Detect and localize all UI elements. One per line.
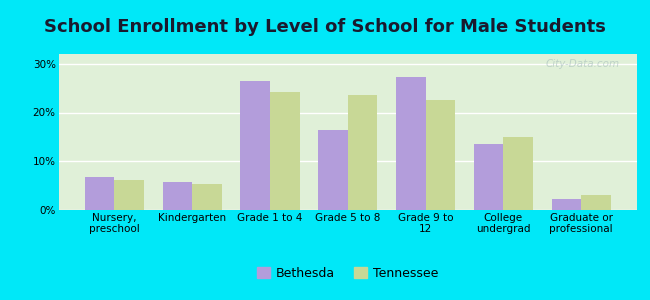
Bar	[318, 130, 348, 210]
Bar	[162, 182, 192, 210]
Bar	[270, 92, 300, 210]
Bar	[84, 177, 114, 210]
Bar	[348, 95, 377, 210]
Bar	[426, 100, 455, 210]
Bar	[552, 199, 581, 210]
Bar	[114, 180, 144, 210]
Text: School Enrollment by Level of School for Male Students: School Enrollment by Level of School for…	[44, 18, 606, 36]
Bar	[581, 195, 611, 210]
Text: City-Data.com: City-Data.com	[545, 59, 619, 69]
Bar	[503, 137, 533, 210]
Bar	[240, 81, 270, 210]
Bar	[474, 144, 503, 210]
Bar	[396, 77, 426, 210]
Bar	[192, 184, 222, 210]
Legend: Bethesda, Tennessee: Bethesda, Tennessee	[252, 262, 443, 285]
